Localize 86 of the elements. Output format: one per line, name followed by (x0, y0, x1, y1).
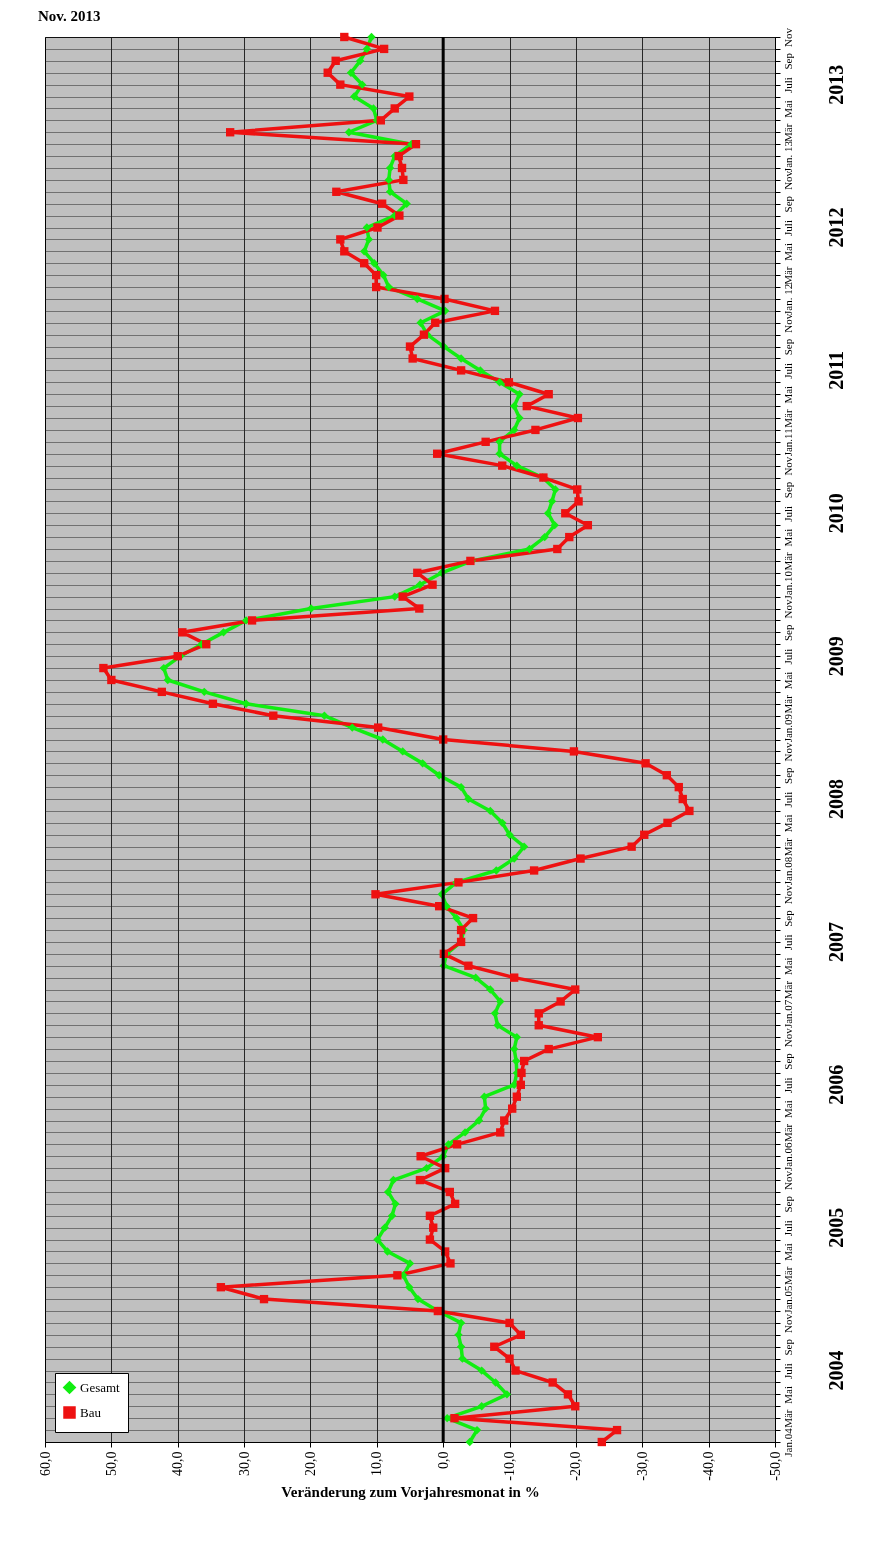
y-tick-label: Sep (781, 1052, 794, 1070)
text: 2009 (825, 636, 847, 677)
y-tick-label: Jan.09 (781, 713, 794, 743)
x-tick-label: 60,0 (37, 1451, 53, 1476)
y-tick-label: Mär (781, 1409, 794, 1428)
y-tick-label: Juli (781, 791, 794, 808)
y-tick-label: Mär (781, 1266, 794, 1285)
x-tick-label: 40,0 (170, 1451, 186, 1476)
y-tick-label: Mär (781, 837, 794, 857)
x-tick-label: -30,0 (634, 1451, 650, 1481)
y-tick-label: Nov (781, 599, 794, 619)
y-tick-label: Nov (781, 1027, 794, 1048)
y-tick-label: Mär (781, 551, 794, 571)
text: 2005 (825, 1207, 847, 1248)
y-tick-label: Nov (781, 27, 794, 47)
y-tick-label: Mär (781, 266, 794, 285)
y-tick-label: Jan.08 (781, 856, 794, 886)
y-tick-label: Mär (781, 123, 794, 142)
y-tick-label: Mär (781, 980, 794, 1000)
y-tick-label: Sep (781, 1195, 794, 1213)
y-tick-label: Mai (781, 100, 794, 118)
y-tick-label: Sep (781, 766, 794, 784)
y-tick-label: Sep (781, 195, 794, 213)
y-tick-label: Sep (781, 52, 794, 70)
y-tick-label: Sep (781, 624, 794, 642)
y-tick-label: Jan.05 (781, 1284, 794, 1314)
y-tick-label: Nov (781, 313, 794, 333)
text: 2010 (825, 493, 847, 534)
legend-label: Bau (80, 1404, 102, 1420)
y-tick-label: Jan.06 (781, 1142, 794, 1171)
y-tick-label: Mai (781, 242, 794, 261)
y-tick-label: Jan.10 (781, 570, 794, 600)
x-tick-label: -20,0 (568, 1451, 584, 1481)
y-tick-label: Mär (781, 1123, 794, 1143)
x-tick-label: -40,0 (701, 1451, 717, 1481)
y-tick-label: Jan.07 (781, 999, 794, 1029)
y-tick-label: Nov (781, 1313, 794, 1333)
y-tick-label: Juli (781, 505, 794, 522)
x-tick-label: 20,0 (302, 1451, 318, 1476)
x-tick-label: 50,0 (103, 1451, 119, 1476)
y-tick-label: Mai (781, 814, 794, 833)
y-tick-label: Juli (781, 648, 794, 665)
text: 2012 (825, 207, 847, 248)
y-tick-label: Juli (781, 1363, 794, 1380)
y-tick-label: Sep (781, 909, 794, 927)
y-tick-label: Mai (781, 1386, 794, 1404)
y-tick-label: Juli (781, 1077, 794, 1094)
x-tick-label: 10,0 (369, 1451, 385, 1476)
x-axis-title: Veränderung zum Vorjahresmonat in % (281, 1483, 540, 1500)
y-tick-label: Juli (781, 934, 794, 951)
x-tick-label: 30,0 (236, 1451, 252, 1476)
text: 2013 (825, 64, 847, 105)
text: 2004 (825, 1350, 847, 1391)
legend-label: Gesamt (80, 1379, 121, 1395)
y-tick-label: Jan. 13 (781, 140, 794, 173)
y-tick-label: Sep (781, 338, 794, 356)
y-tick-label: Jan.04 (781, 1427, 794, 1457)
text: 2011 (825, 350, 847, 390)
text: 2007 (825, 921, 847, 962)
y-tick-label: Mär (781, 409, 794, 428)
y-tick-label: Mai (781, 671, 794, 690)
y-tick-label: Mai (781, 957, 794, 976)
text: 2006 (825, 1064, 847, 1105)
y-tick-label: Jan.11 (781, 428, 794, 457)
y-tick-label: Nov (781, 884, 794, 905)
y-tick-label: Mai (781, 1100, 794, 1118)
y-tick-label: Mär (781, 694, 794, 714)
y-tick-label: Juli (781, 1220, 794, 1237)
y-tick-label: Juli (781, 77, 794, 94)
y-tick-label: Mai (781, 385, 794, 404)
y-tick-label: Mai (781, 528, 794, 547)
chart-title: Nov. 2013 (38, 7, 101, 24)
y-tick-label: Juli (781, 220, 794, 236)
y-tick-label: Jan. 12 (781, 283, 794, 316)
text: 2008 (825, 779, 847, 820)
x-tick-label: -10,0 (502, 1451, 518, 1481)
y-tick-label: Nov (781, 1170, 794, 1191)
y-tick-label: Sep (781, 481, 794, 499)
x-tick-label: 0,0 (435, 1451, 451, 1469)
y-tick-label: Nov (781, 170, 794, 190)
y-tick-label: Nov (781, 741, 794, 762)
y-tick-label: Mai (781, 1243, 794, 1261)
y-tick-label: Sep (781, 1338, 794, 1356)
y-tick-label: Juli (781, 362, 794, 379)
y-tick-label: Nov (781, 456, 794, 476)
x-tick-label: -50,0 (767, 1451, 783, 1481)
